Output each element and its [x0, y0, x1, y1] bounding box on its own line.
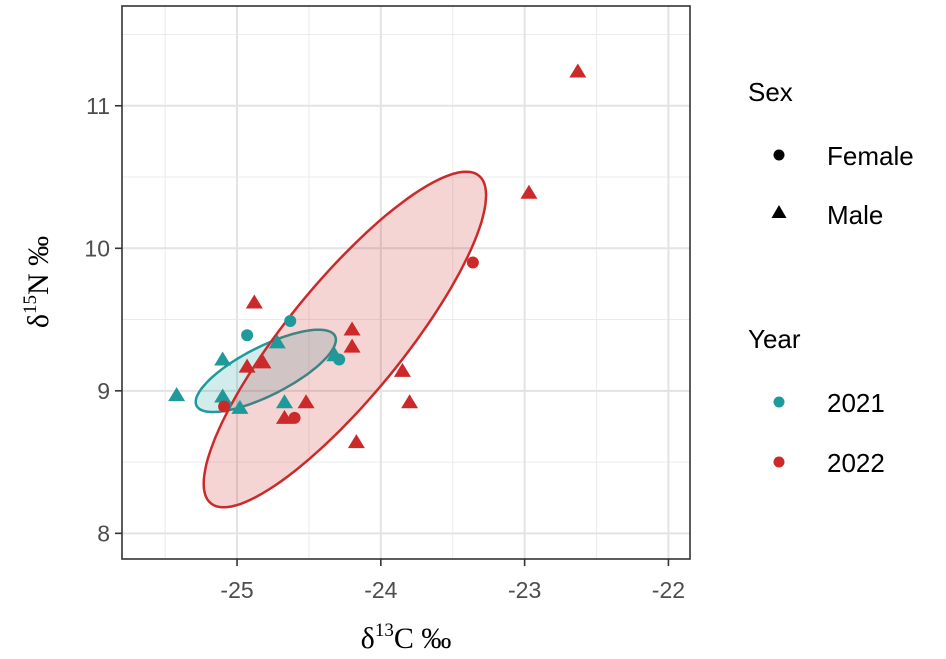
point-male-2021 [214, 351, 232, 366]
y-title-rest: N ‰ [22, 236, 55, 295]
legend-year: Year 2021 2022 [748, 324, 885, 478]
point-male-2021 [214, 388, 232, 403]
point-male-2022 [347, 434, 365, 449]
ellipse-2021 [194, 328, 338, 414]
legend-sex: Sex Female Male [748, 77, 914, 230]
ellipse-2022 [202, 170, 488, 509]
legend-2022-label: 2022 [827, 448, 885, 478]
point-female-2022 [466, 256, 479, 269]
x-axis-ticks: -25 -24 -23 -22 [220, 559, 685, 603]
legend-male-key [771, 205, 787, 218]
y-axis-title: δ15N ‰ [20, 236, 55, 328]
major-gridlines [122, 6, 690, 559]
confidence-ellipses [194, 170, 488, 509]
data-points [168, 63, 587, 449]
x-title-prefix: δ [361, 622, 375, 655]
legend-female-label: Female [827, 141, 914, 171]
point-male-2022 [343, 338, 361, 353]
x-axis-title: δ13C ‰ [361, 620, 452, 655]
point-male-2022 [238, 358, 256, 373]
y-title-prefix: δ [22, 314, 55, 328]
point-male-2022 [343, 321, 361, 336]
point-male-2022 [245, 294, 263, 309]
point-female-2021 [241, 329, 254, 342]
point-male-2022 [569, 63, 587, 78]
point-female-2022 [218, 400, 231, 413]
legend-2021-key [773, 396, 785, 408]
x-tick-label: -25 [220, 577, 253, 603]
point-male-2022 [254, 354, 272, 369]
legend-2022-key [773, 456, 785, 468]
legend-male-label: Male [827, 200, 883, 230]
legend-female-key [773, 149, 785, 161]
point-male-2021 [168, 387, 186, 402]
y-tick-label: 9 [97, 378, 110, 404]
legend-sex-title: Sex [748, 77, 793, 107]
point-male-2022 [393, 362, 411, 377]
point-male-2022 [297, 394, 315, 409]
x-tick-label: -22 [652, 577, 685, 603]
point-female-2021 [333, 353, 346, 366]
x-title-sup: 13 [375, 620, 394, 641]
point-female-2022 [288, 411, 301, 424]
x-tick-label: -24 [364, 577, 397, 603]
point-female-2021 [284, 314, 297, 327]
y-title-sup: 15 [20, 295, 41, 314]
point-male-2021 [231, 399, 249, 414]
plot-panel-border [121, 5, 691, 560]
point-male-2022 [275, 409, 293, 424]
y-tick-label: 8 [97, 520, 110, 546]
point-male-2021 [268, 334, 286, 349]
legend-year-title: Year [748, 324, 801, 354]
point-male-2022 [520, 184, 538, 199]
y-tick-label: 10 [84, 235, 110, 261]
legend-2021-label: 2021 [827, 388, 885, 418]
point-male-2021 [275, 394, 293, 409]
y-tick-label: 11 [86, 93, 110, 119]
x-tick-label: -23 [508, 577, 541, 603]
point-male-2022 [401, 394, 419, 409]
x-title-rest: C ‰ [394, 622, 452, 655]
y-axis-ticks: 8 9 10 11 [84, 93, 122, 546]
